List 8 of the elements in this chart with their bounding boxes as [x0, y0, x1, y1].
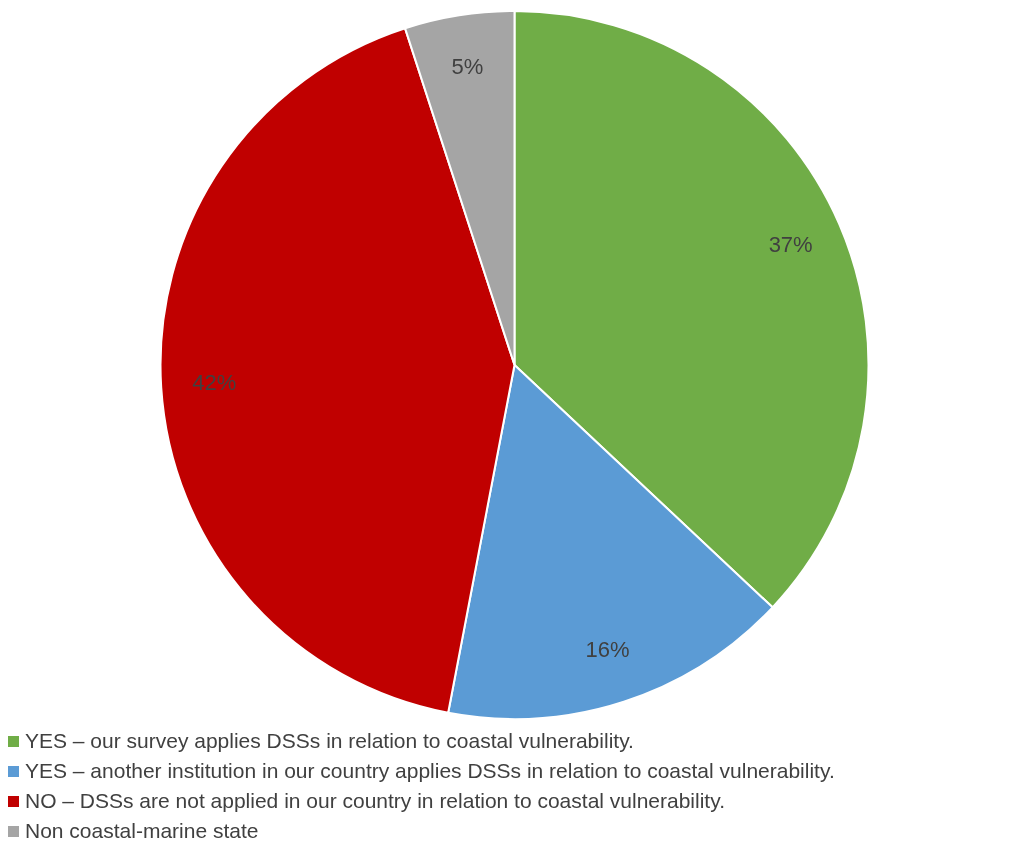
- data-label: 37%: [768, 231, 813, 257]
- legend-label: YES – another institution in our country applies DSSs in relation to coastal vulnerability.: [25, 759, 835, 782]
- legend-label: NO – DSSs are not applied in our country in relation to coastal vulnerability.: [25, 789, 725, 812]
- data-label: 5%: [451, 53, 484, 79]
- legend-label: YES – our survey applies DSSs in relation to coastal vulnerability.: [25, 729, 634, 752]
- data-label: 42%: [192, 369, 237, 395]
- data-label: 16%: [585, 637, 630, 663]
- legend-label: Non coastal-marine state: [25, 819, 259, 842]
